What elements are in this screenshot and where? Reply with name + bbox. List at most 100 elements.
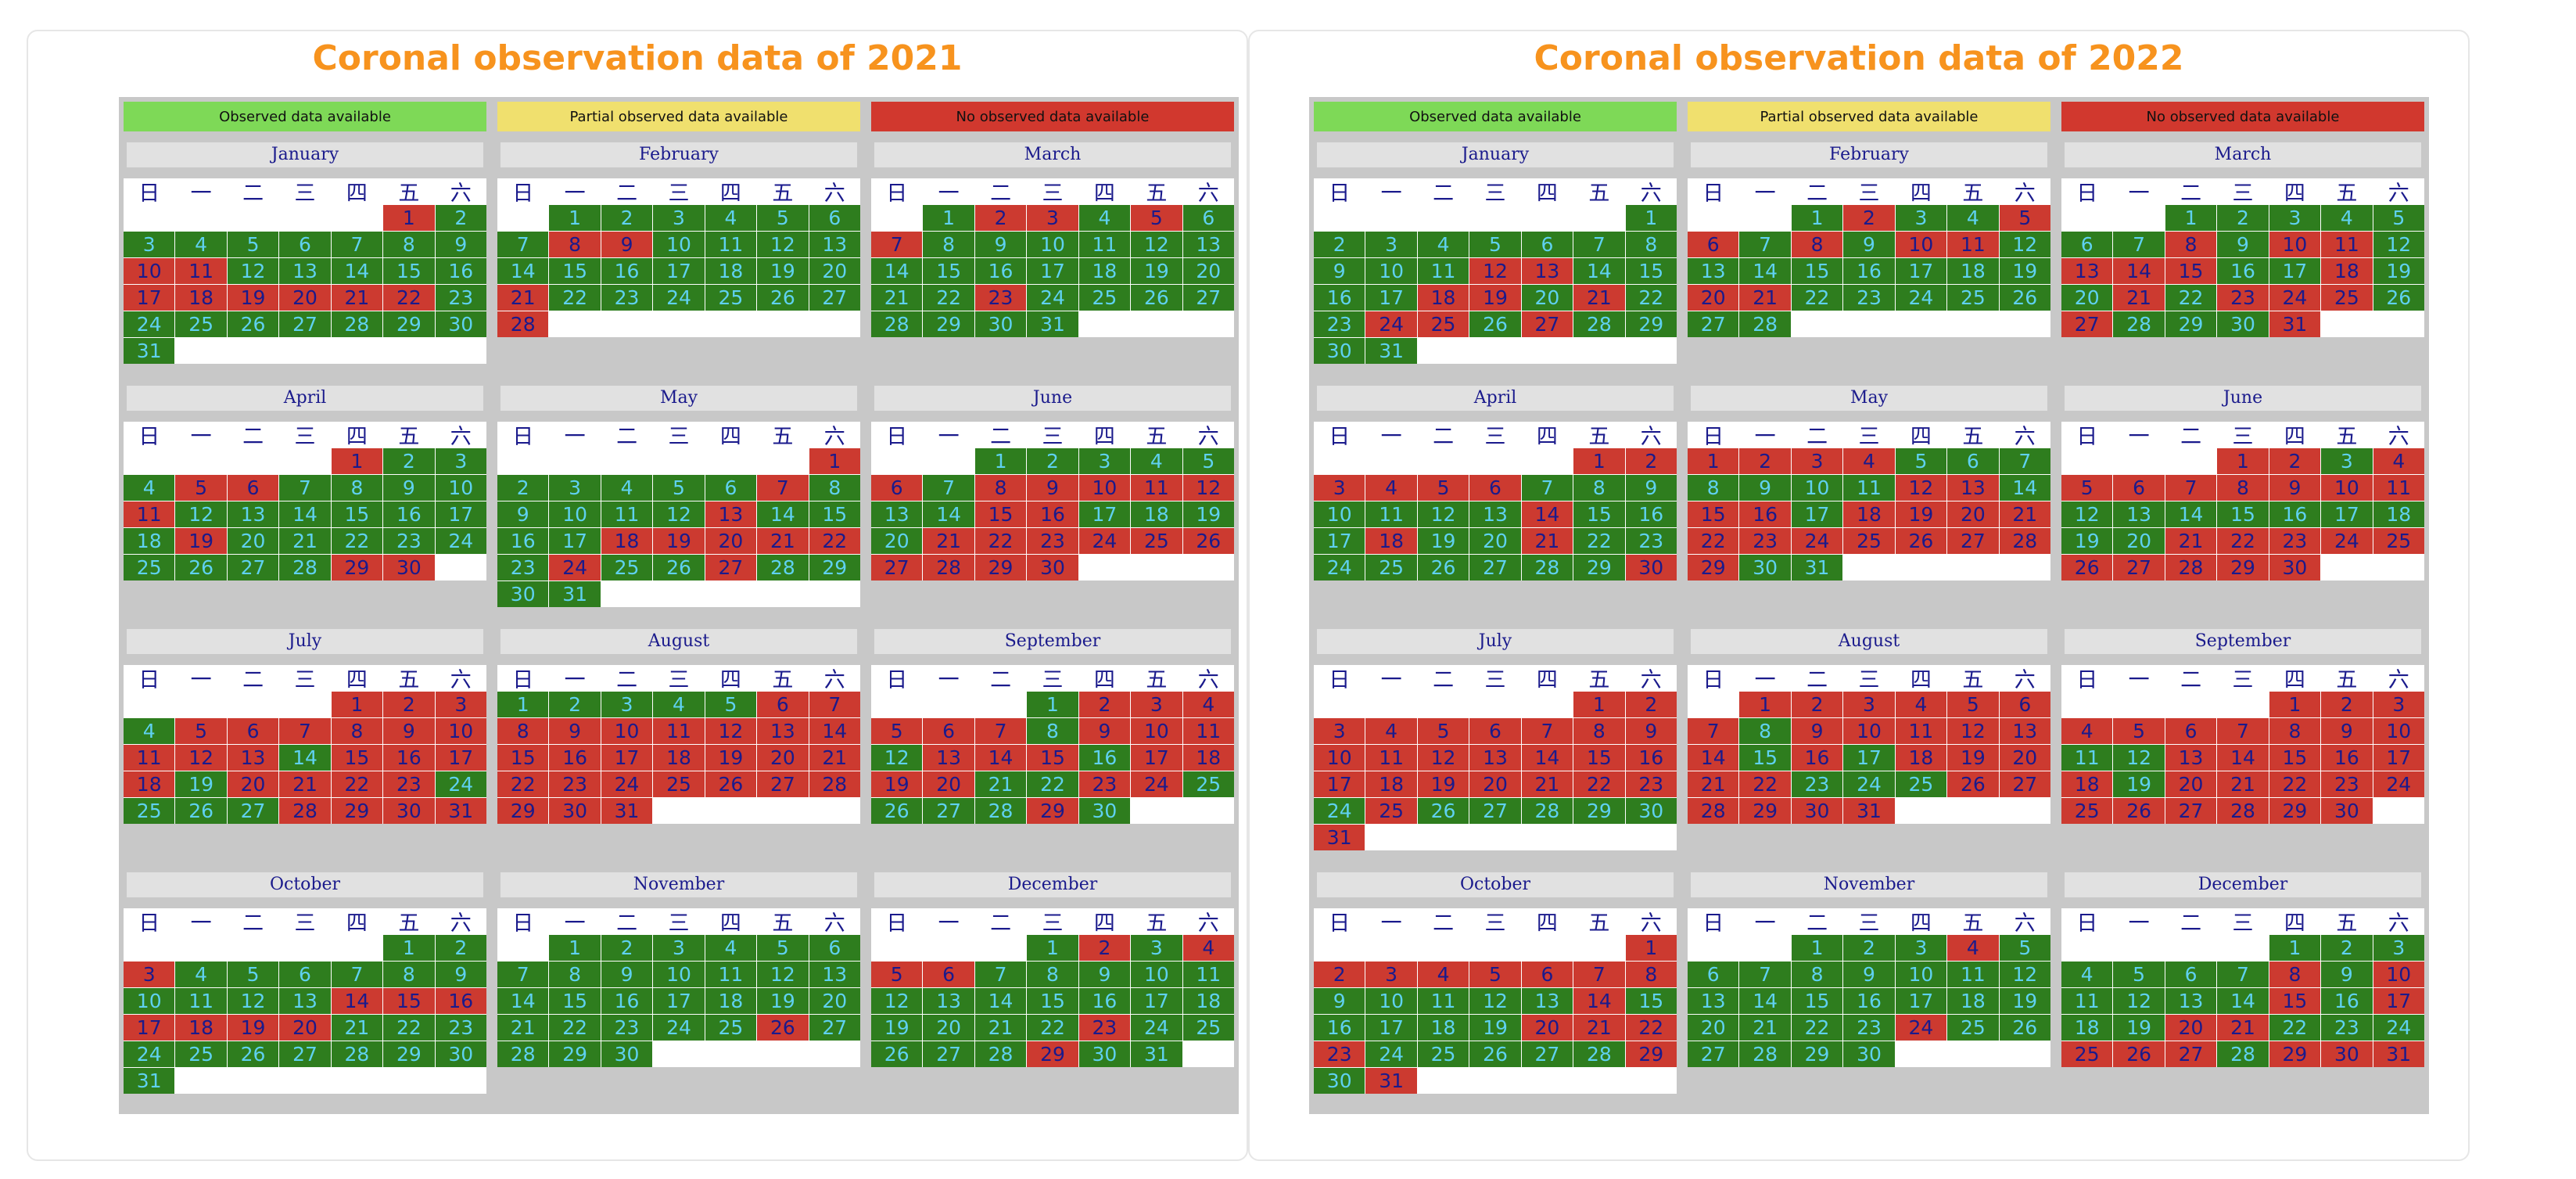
day-cell[interactable]: 16	[1078, 745, 1131, 771]
day-cell[interactable]: 15	[1573, 501, 1625, 527]
day-cell[interactable]: 18	[175, 1015, 227, 1041]
day-cell[interactable]: 16	[2217, 258, 2269, 284]
day-cell[interactable]: 7	[1573, 232, 1625, 257]
day-cell[interactable]: 22	[497, 771, 549, 797]
day-cell[interactable]: 13	[757, 718, 809, 744]
day-cell[interactable]: 27	[809, 1015, 860, 1041]
day-cell[interactable]: 17	[1314, 528, 1365, 554]
day-cell[interactable]: 18	[601, 528, 653, 554]
day-cell[interactable]: 27	[705, 555, 757, 581]
day-cell[interactable]: 20	[705, 528, 757, 554]
day-cell[interactable]: 30	[2321, 798, 2373, 824]
day-cell[interactable]: 20	[1999, 745, 2050, 771]
day-cell[interactable]: 24	[653, 285, 705, 311]
day-cell[interactable]: 15	[1027, 745, 1078, 771]
day-cell[interactable]: 3	[653, 935, 705, 961]
day-cell[interactable]: 23	[1314, 311, 1365, 337]
day-cell[interactable]: 20	[2113, 528, 2165, 554]
day-cell[interactable]: 27	[1947, 528, 1999, 554]
day-cell[interactable]: 2	[1791, 692, 1843, 717]
day-cell[interactable]: 22	[809, 528, 860, 554]
day-cell[interactable]: 15	[331, 745, 383, 771]
day-cell[interactable]: 6	[1947, 448, 1999, 474]
day-cell[interactable]: 23	[1078, 771, 1131, 797]
day-cell[interactable]: 10	[601, 718, 653, 744]
day-cell[interactable]: 16	[1625, 745, 1677, 771]
day-cell[interactable]: 17	[601, 745, 653, 771]
day-cell[interactable]: 5	[653, 475, 705, 501]
day-cell[interactable]: 2	[1314, 232, 1365, 257]
day-cell[interactable]: 13	[227, 501, 279, 527]
day-cell[interactable]: 11	[601, 501, 653, 527]
day-cell[interactable]: 18	[1417, 1015, 1469, 1041]
day-cell[interactable]: 5	[871, 718, 923, 744]
day-cell[interactable]: 15	[1791, 258, 1843, 284]
day-cell[interactable]: 5	[175, 475, 227, 501]
day-cell[interactable]: 26	[2113, 798, 2165, 824]
day-cell[interactable]: 25	[1895, 771, 1947, 797]
day-cell[interactable]: 4	[601, 475, 653, 501]
day-cell[interactable]: 10	[1895, 962, 1947, 987]
day-cell[interactable]: 18	[124, 771, 175, 797]
day-cell[interactable]: 14	[279, 745, 331, 771]
day-cell[interactable]: 15	[1625, 988, 1677, 1014]
day-cell[interactable]: 6	[1999, 692, 2050, 717]
day-cell[interactable]: 20	[2165, 771, 2217, 797]
day-cell[interactable]: 5	[1182, 448, 1234, 474]
day-cell[interactable]: 20	[1469, 771, 1521, 797]
day-cell[interactable]: 24	[549, 555, 601, 581]
day-cell[interactable]: 14	[974, 988, 1027, 1014]
day-cell[interactable]: 23	[1027, 528, 1078, 554]
day-cell[interactable]: 5	[1131, 205, 1182, 231]
day-cell[interactable]: 18	[2321, 258, 2373, 284]
day-cell[interactable]: 25	[1365, 798, 1417, 824]
day-cell[interactable]: 7	[757, 475, 809, 501]
day-cell[interactable]: 4	[1182, 935, 1234, 961]
day-cell[interactable]: 18	[124, 528, 175, 554]
day-cell[interactable]: 17	[1895, 988, 1947, 1014]
day-cell[interactable]: 9	[383, 475, 435, 501]
day-cell[interactable]: 13	[1469, 501, 1521, 527]
day-cell[interactable]: 29	[1625, 311, 1677, 337]
day-cell[interactable]: 28	[279, 555, 331, 581]
day-cell[interactable]: 4	[705, 935, 757, 961]
day-cell[interactable]: 22	[1573, 528, 1625, 554]
day-cell[interactable]: 27	[923, 1041, 974, 1067]
day-cell[interactable]: 10	[653, 232, 705, 257]
day-cell[interactable]: 19	[1999, 988, 2050, 1014]
day-cell[interactable]: 27	[227, 555, 279, 581]
day-cell[interactable]: 7	[1521, 718, 1573, 744]
day-cell[interactable]: 14	[279, 501, 331, 527]
day-cell[interactable]: 17	[1895, 258, 1947, 284]
day-cell[interactable]: 29	[1625, 1041, 1677, 1067]
day-cell[interactable]: 16	[1843, 988, 1895, 1014]
day-cell[interactable]: 30	[974, 311, 1027, 337]
day-cell[interactable]: 28	[331, 1041, 383, 1067]
day-cell[interactable]: 12	[175, 501, 227, 527]
day-cell[interactable]: 16	[601, 258, 653, 284]
day-cell[interactable]: 1	[383, 205, 435, 231]
day-cell[interactable]: 25	[705, 285, 757, 311]
day-cell[interactable]: 21	[497, 285, 549, 311]
day-cell[interactable]: 9	[1314, 258, 1365, 284]
day-cell[interactable]: 5	[1999, 205, 2050, 231]
day-cell[interactable]: 11	[1417, 988, 1469, 1014]
day-cell[interactable]: 25	[124, 798, 175, 824]
day-cell[interactable]: 26	[227, 311, 279, 337]
day-cell[interactable]: 9	[974, 232, 1027, 257]
day-cell[interactable]: 17	[124, 1015, 175, 1041]
day-cell[interactable]: 24	[2373, 771, 2424, 797]
day-cell[interactable]: 23	[383, 528, 435, 554]
day-cell[interactable]: 4	[2061, 962, 2113, 987]
day-cell[interactable]: 26	[2061, 555, 2113, 581]
day-cell[interactable]: 8	[974, 475, 1027, 501]
day-cell[interactable]: 14	[2217, 745, 2269, 771]
day-cell[interactable]: 8	[383, 232, 435, 257]
day-cell[interactable]: 4	[1947, 935, 1999, 961]
day-cell[interactable]: 29	[383, 311, 435, 337]
day-cell[interactable]: 25	[2061, 1041, 2113, 1067]
day-cell[interactable]: 14	[923, 501, 974, 527]
day-cell[interactable]: 31	[1365, 1068, 1417, 1094]
day-cell[interactable]: 26	[757, 285, 809, 311]
day-cell[interactable]: 13	[2165, 745, 2217, 771]
